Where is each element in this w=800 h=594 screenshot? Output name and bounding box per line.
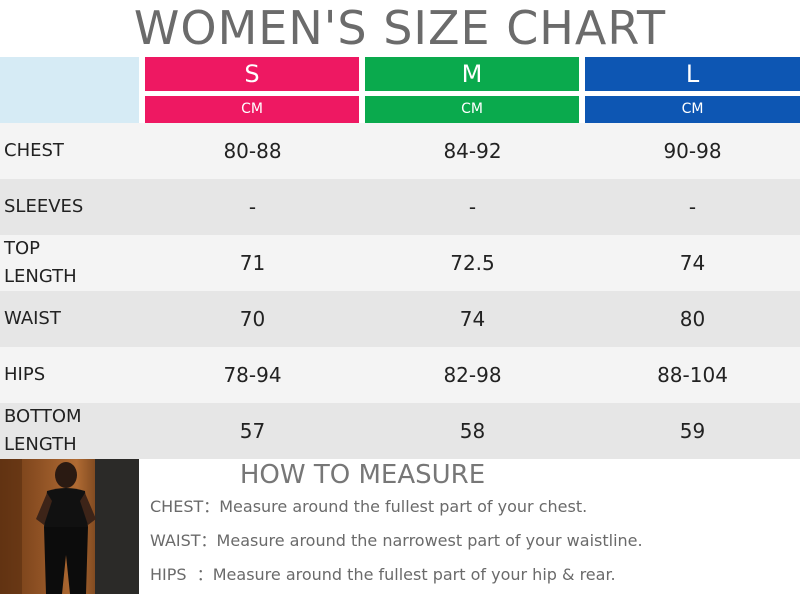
measure-instruction-waist: WAIST：Measure around the narrowest part … bbox=[150, 530, 790, 552]
value-cell: 80 bbox=[679, 307, 706, 331]
page-title: WOMEN'S SIZE CHART bbox=[133, 1, 667, 55]
value-cell: 71 bbox=[239, 251, 266, 275]
header-corner-cell bbox=[0, 57, 139, 123]
size-row-sleeves: SLEEVES - - - bbox=[0, 179, 800, 235]
size-header-m: M bbox=[365, 57, 579, 91]
unit-header-l: CM bbox=[585, 96, 800, 123]
value-cell: 82-98 bbox=[443, 363, 502, 387]
value-cell: 90-98 bbox=[663, 139, 722, 163]
unit-header-m: CM bbox=[365, 96, 579, 123]
value-cell: 58 bbox=[459, 419, 486, 443]
measure-instruction-chest: CHEST：Measure around the fullest part of… bbox=[150, 496, 790, 518]
unit-header-s: CM bbox=[145, 96, 359, 123]
size-header-s: S bbox=[145, 57, 359, 91]
value-cell: 80-88 bbox=[223, 139, 282, 163]
value-cell: 57 bbox=[239, 419, 266, 443]
size-header-l: L bbox=[585, 57, 800, 91]
measure-instruction-hips: HIPS ：Measure around the fullest part of… bbox=[150, 564, 790, 586]
model-figure-icon bbox=[0, 459, 139, 594]
measure-text: Measure around the fullest part of your … bbox=[212, 565, 616, 584]
value-cell: - bbox=[248, 195, 257, 219]
row-label: CHEST bbox=[4, 140, 64, 161]
measure-term: CHEST： bbox=[150, 497, 220, 516]
size-row-chest: CHEST 80-88 84-92 90-98 bbox=[0, 123, 800, 179]
value-cell: 78-94 bbox=[223, 363, 282, 387]
value-cell: 88-104 bbox=[657, 363, 728, 387]
value-cell: 84-92 bbox=[443, 139, 502, 163]
measure-term: WAIST： bbox=[150, 531, 217, 550]
value-cell: 70 bbox=[239, 307, 266, 331]
value-cell: - bbox=[468, 195, 477, 219]
row-label: TOP LENGTH bbox=[4, 238, 77, 287]
size-row-bottom-length: BOTTOM LENGTH 57 58 59 bbox=[0, 403, 800, 459]
measure-text: Measure around the narrowest part of you… bbox=[216, 531, 643, 550]
size-row-top-length: TOP LENGTH 71 72.5 74 bbox=[0, 235, 800, 291]
how-to-measure-heading: HOW TO MEASURE bbox=[239, 460, 486, 490]
value-cell: 72.5 bbox=[450, 251, 495, 275]
row-label: HIPS bbox=[4, 364, 46, 385]
value-cell: 74 bbox=[679, 251, 706, 275]
value-cell: - bbox=[688, 195, 697, 219]
value-cell: 59 bbox=[679, 419, 706, 443]
measure-text: Measure around the fullest part of your … bbox=[219, 497, 588, 516]
measure-term: HIPS ： bbox=[150, 565, 213, 584]
size-row-waist: WAIST 70 74 80 bbox=[0, 291, 800, 347]
row-label: BOTTOM LENGTH bbox=[4, 406, 82, 455]
value-cell: 74 bbox=[459, 307, 486, 331]
row-label: SLEEVES bbox=[4, 196, 84, 217]
size-row-hips: HIPS 78-94 82-98 88-104 bbox=[0, 347, 800, 403]
model-photo bbox=[0, 459, 139, 594]
row-label: WAIST bbox=[4, 308, 61, 329]
